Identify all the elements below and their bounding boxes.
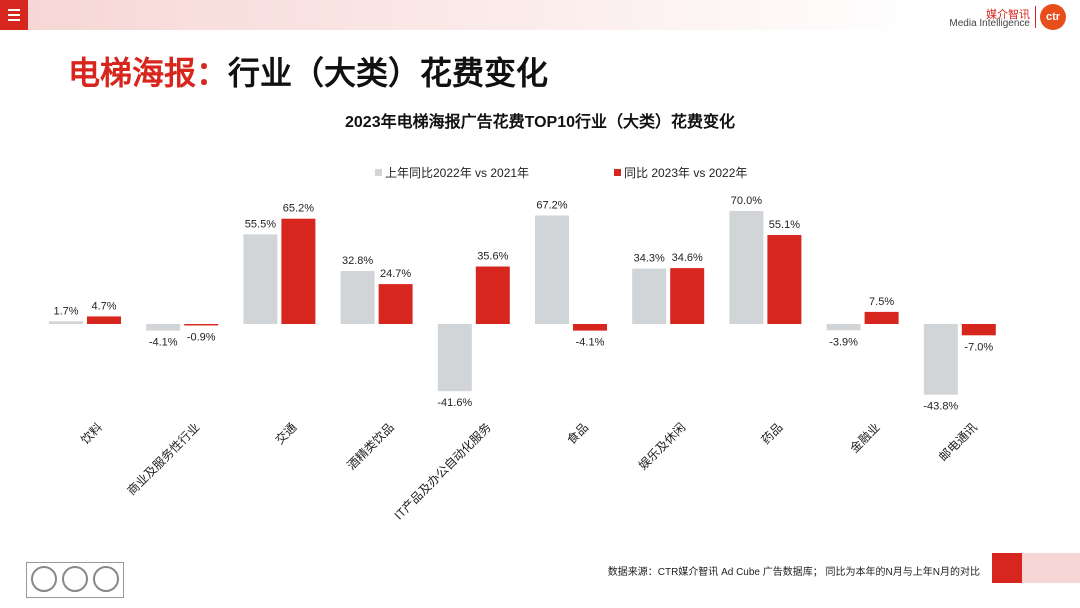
sgs-badge-icon <box>62 566 88 592</box>
category-tick-label: 娱乐及休闲 <box>636 420 688 472</box>
logo-divider <box>1035 6 1036 28</box>
logo-en-text: Media Intelligence <box>949 18 1030 29</box>
data-label: 35.6% <box>477 251 508 263</box>
category-tick-label: 邮电通讯 <box>936 420 980 464</box>
ctr-logo-icon: ctr <box>1040 4 1066 30</box>
bar <box>961 324 996 336</box>
bar <box>49 321 83 324</box>
data-label: 67.2% <box>536 199 567 211</box>
data-label: -4.1% <box>576 337 605 349</box>
data-label: 7.5% <box>869 296 894 308</box>
legend-swatch <box>375 169 382 176</box>
category-tick-label: 饮料 <box>78 420 105 447</box>
bar <box>535 215 569 324</box>
category-tick-label: 交通 <box>272 420 300 448</box>
bar <box>767 235 802 324</box>
logo-cn-text: 媒介智讯 <box>986 9 1030 21</box>
bar <box>437 324 472 392</box>
top-band <box>0 0 1080 32</box>
category-tick-label: IT产品及办公自动化服务 <box>391 420 494 523</box>
data-label: -4.1% <box>149 337 178 349</box>
legend-label: 上年同比2022年 vs 2021年 <box>385 166 529 180</box>
data-label: 1.7% <box>53 305 78 317</box>
data-label: 34.3% <box>634 253 665 265</box>
bar <box>864 311 899 324</box>
data-source-note: 数据来源：CTR媒介智讯 Ad Cube 广告数据库； 同比为本年的N月与上年N… <box>607 567 980 578</box>
bar <box>573 324 607 331</box>
data-label: 55.1% <box>769 219 800 231</box>
bar <box>378 284 413 324</box>
top-band-gradient <box>28 0 928 30</box>
bar <box>184 324 219 326</box>
data-label: 32.8% <box>342 255 373 267</box>
data-label: 4.7% <box>91 300 116 312</box>
data-label: 55.5% <box>245 218 276 230</box>
page-title-prefix: 电梯海报： <box>68 55 229 91</box>
data-label: -3.9% <box>829 336 858 348</box>
legend-label: 同比 2023年 vs 2022年 <box>624 166 747 180</box>
hamburger-menu-icon[interactable] <box>0 0 28 30</box>
category-tick-label: 酒精类饮品 <box>344 420 396 472</box>
bar <box>243 234 278 324</box>
footer-accent-block <box>992 553 1022 583</box>
bar <box>87 316 121 324</box>
footer-accent-band <box>1022 553 1080 583</box>
data-label: -43.8% <box>923 401 958 413</box>
bar <box>340 271 375 324</box>
data-label: 70.0% <box>731 195 762 207</box>
bar <box>281 218 316 324</box>
category-tick-label: 食品 <box>564 420 592 448</box>
bar <box>632 268 667 324</box>
sgs-badge-icon <box>93 566 119 592</box>
category-tick-label: 商业及服务性行业 <box>124 420 202 498</box>
bar <box>475 266 510 324</box>
bar <box>670 268 705 324</box>
bar <box>826 324 861 331</box>
data-label: -41.6% <box>437 397 472 409</box>
data-label: 24.7% <box>380 268 411 280</box>
data-label: 34.6% <box>672 252 703 264</box>
sgs-badge-icon <box>31 566 57 592</box>
certification-badges <box>26 562 124 598</box>
data-label: -0.9% <box>187 331 216 343</box>
category-tick-label: 金融业 <box>847 420 883 456</box>
bar <box>923 324 958 395</box>
legend-swatch <box>614 169 621 176</box>
category-tick-label: 药品 <box>759 420 786 447</box>
chart-title: 2023年电梯海报广告花费TOP10行业（大类）花费变化 <box>345 114 735 131</box>
bar <box>146 324 181 331</box>
page-title-rest: 行业（大类）花费变化 <box>228 55 549 91</box>
data-label: 65.2% <box>283 203 314 215</box>
page-title: 电梯海报：行业（大类）花费变化 <box>68 48 548 94</box>
bar <box>729 210 764 324</box>
data-label: -7.0% <box>964 341 993 353</box>
